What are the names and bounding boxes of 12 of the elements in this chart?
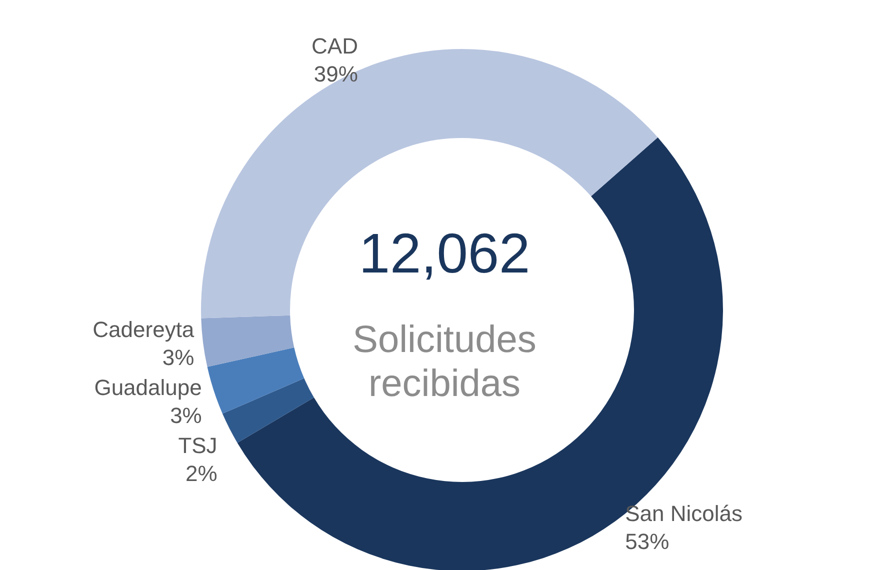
data-label: 2% (186, 461, 218, 486)
slice-label: TSJ (178, 433, 218, 458)
data-label: 53% (625, 529, 670, 554)
slice-label: CAD (312, 33, 358, 58)
data-label: 39% (314, 61, 358, 86)
slice-label: Guadalupe (94, 375, 202, 400)
slice-label: San Nicolás (625, 501, 743, 526)
text: 12,062 (358, 222, 530, 284)
slice-label: Cadereyta (92, 317, 195, 342)
data-label: 3% (170, 403, 202, 428)
text: Solicitudes recibidas (352, 319, 536, 405)
data-label: 3% (162, 345, 194, 370)
